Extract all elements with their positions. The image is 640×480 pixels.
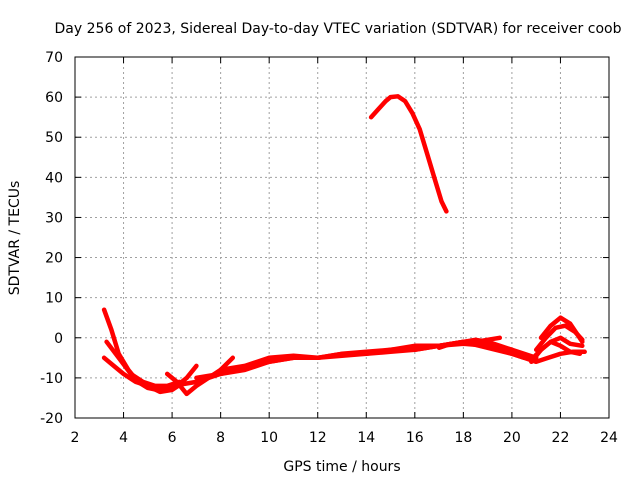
series-arc-2 [104, 339, 182, 389]
series-arc-15 [368, 94, 449, 214]
y-tick-label: 70 [45, 50, 63, 66]
x-tick-label: 10 [260, 430, 278, 446]
y-tick-label: 60 [45, 90, 63, 106]
y-tick-label: 10 [45, 291, 63, 307]
x-tick-label: 4 [119, 430, 128, 446]
x-axis-title: GPS time / hours [283, 459, 400, 475]
axis-ticks: 2 4 6 8 10 12 14 16 18 20 22 24-20-1001020304050607… [40, 50, 618, 446]
x-tick-label: 8 [216, 430, 225, 446]
y-tick-label: -20 [40, 411, 63, 427]
data-series [101, 94, 587, 397]
x-tick-label: 2 [71, 430, 80, 446]
series-arc-3 [101, 355, 187, 395]
y-tick-label: 0 [54, 331, 63, 347]
x-tick-label: 6 [168, 430, 177, 446]
chart-title: Day 256 of 2023, Sidereal Day-to-day VTE… [55, 21, 622, 37]
grid-lines [75, 57, 609, 418]
x-tick-label: 14 [357, 430, 375, 446]
x-tick-label: 12 [309, 430, 327, 446]
y-tick-label: 40 [45, 170, 63, 186]
series-arc-12 [529, 335, 585, 363]
series-arc-14 [538, 315, 585, 345]
y-tick-label: 30 [45, 210, 63, 226]
series-arc-9 [436, 337, 515, 353]
y-tick-label: 20 [45, 251, 63, 267]
x-tick-label: 20 [503, 430, 521, 446]
y-axis-title: SDTVAR / TECUs [7, 181, 23, 296]
y-tick-label: 50 [45, 130, 63, 146]
series-arc-7 [218, 339, 527, 373]
x-tick-label: 24 [600, 430, 618, 446]
x-tick-label: 16 [406, 430, 424, 446]
plot-frame [74, 56, 610, 419]
x-tick-label: 18 [454, 430, 472, 446]
x-tick-label: 22 [552, 430, 570, 446]
y-tick-label: -10 [40, 371, 63, 387]
